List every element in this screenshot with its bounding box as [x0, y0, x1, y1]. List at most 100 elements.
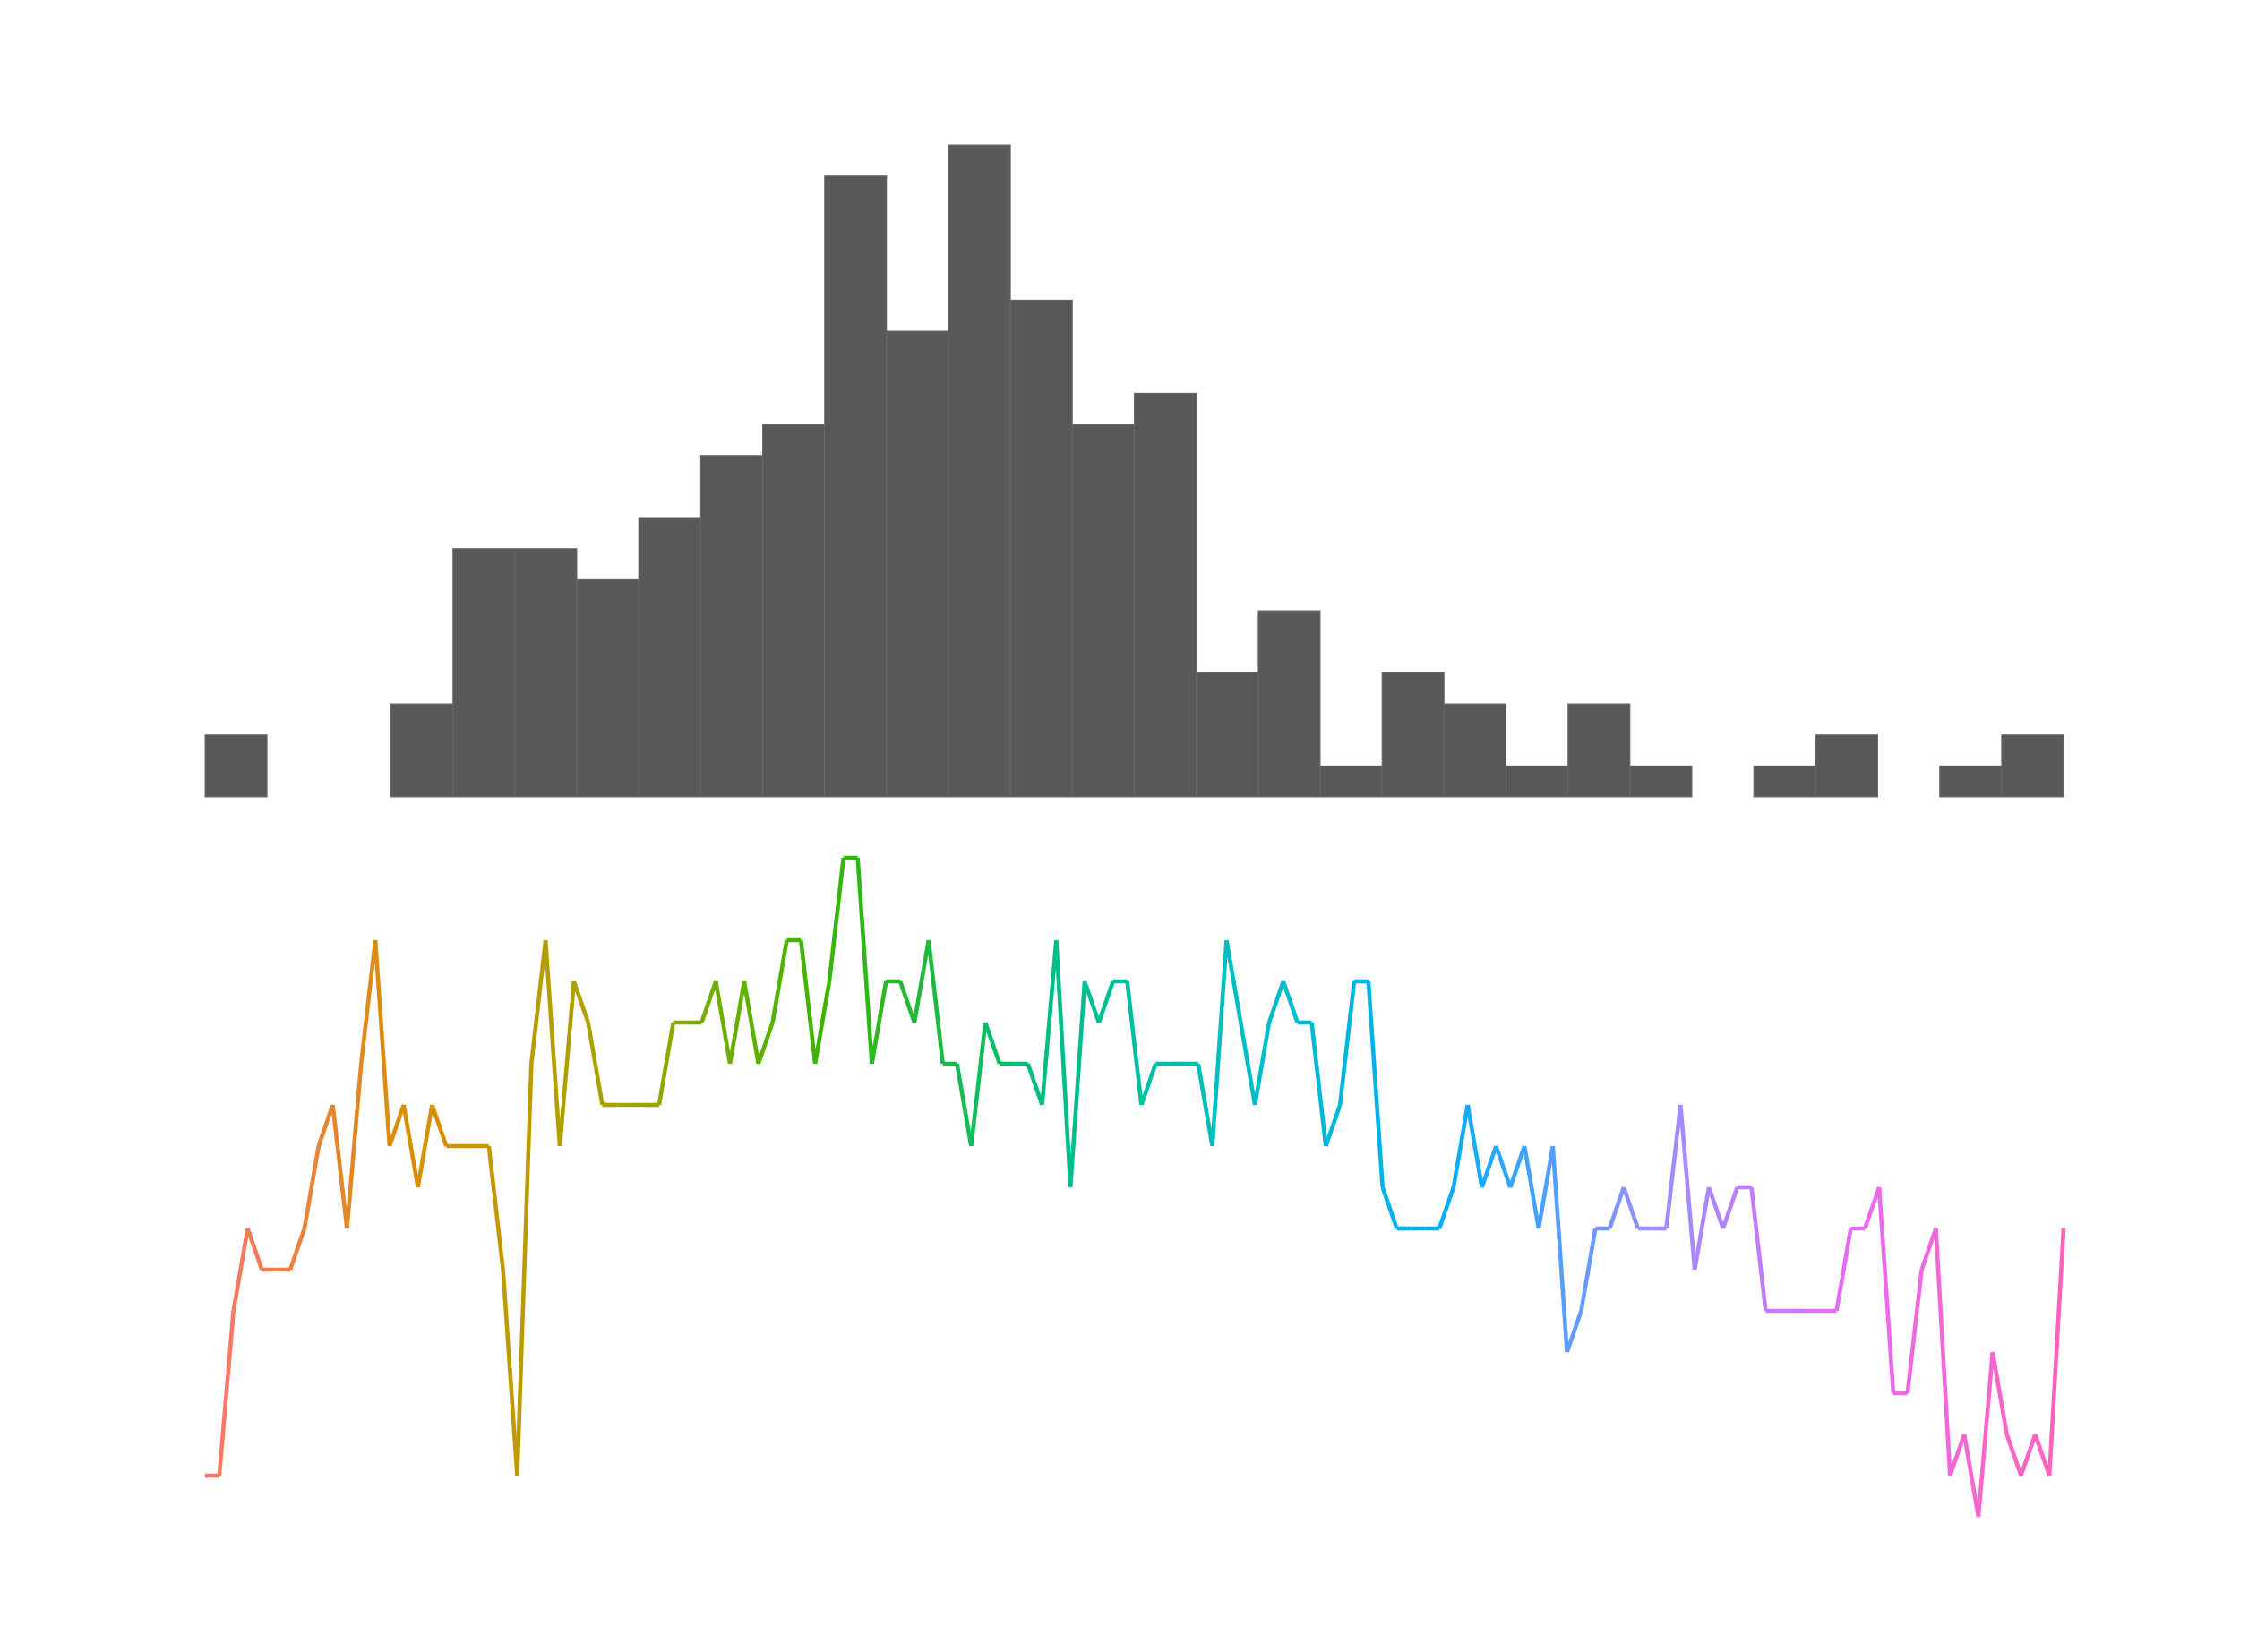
line-segment [2019, 1434, 2038, 1477]
line-segment [287, 1228, 307, 1271]
histogram-bar [2001, 734, 2064, 798]
line-segment [827, 857, 846, 982]
line-segment [1990, 1351, 2009, 1435]
line-segment [983, 1022, 1002, 1065]
line-segment [897, 980, 917, 1023]
histogram-bar [390, 703, 454, 798]
line-segment [373, 939, 392, 1147]
line-segment [1465, 1104, 1484, 1188]
line-segment [657, 1022, 675, 1106]
histogram-bar [1257, 610, 1321, 798]
histogram-bar [886, 330, 949, 798]
line-segment [345, 1063, 364, 1229]
line-segment [870, 980, 888, 1065]
line-segment [1706, 1186, 1726, 1229]
line-segment [699, 980, 718, 1023]
line-segment [529, 939, 548, 1065]
line-segment [1834, 1228, 1853, 1312]
line-segment [955, 1063, 974, 1147]
line-segment [1054, 939, 1073, 1188]
line-segment [969, 1022, 988, 1147]
line-segment [1451, 1104, 1470, 1188]
line-segment [2004, 1434, 2023, 1477]
histogram-bar [1567, 703, 1631, 798]
line-segment [926, 939, 945, 1065]
line-segment [1976, 1351, 1995, 1518]
histogram-bar [1753, 765, 1816, 798]
line-segment [1252, 1022, 1272, 1106]
line-segment [302, 1145, 321, 1229]
line-segment [1096, 980, 1115, 1023]
line-segment [1550, 1145, 1569, 1353]
line-segment [812, 980, 832, 1065]
line-segment [1607, 1186, 1626, 1229]
line-panel [205, 855, 2066, 1518]
line-segment [1139, 1063, 1158, 1106]
histogram-bar [1506, 765, 1569, 798]
histogram-bar [1196, 672, 1259, 798]
line-segment [1026, 1063, 1044, 1106]
line-segment [1919, 1228, 1938, 1271]
histogram-bar [1443, 703, 1506, 798]
line-segment [1366, 980, 1385, 1188]
line-segment [486, 1145, 505, 1271]
line-segment [1948, 1434, 1967, 1477]
line-segment [1437, 1186, 1456, 1229]
line-segment [416, 1104, 434, 1188]
line-segment [358, 939, 378, 1065]
line-segment [1082, 980, 1102, 1023]
line-segment [2033, 1434, 2052, 1477]
line-segment [316, 1104, 335, 1147]
histogram-bar [1939, 765, 2003, 798]
line-segment [798, 939, 818, 1065]
line-segment [1040, 939, 1059, 1106]
histogram-bar [699, 455, 764, 798]
line-segment [1522, 1145, 1541, 1229]
line-segment [543, 939, 562, 1147]
line-segment [387, 1104, 406, 1147]
line-segment [1309, 1022, 1328, 1147]
histogram-bar [204, 734, 268, 798]
line-segment [430, 1104, 449, 1147]
histogram-panel [204, 144, 2064, 798]
line-segment [1678, 1104, 1697, 1271]
line-segment [1266, 980, 1285, 1023]
histogram-bar [1009, 299, 1073, 798]
line-segment [1480, 1145, 1498, 1188]
line-segment [1579, 1228, 1598, 1312]
line-segment [1749, 1186, 1768, 1312]
line-segment [770, 939, 789, 1023]
line-segment [1494, 1145, 1513, 1188]
line-segment [1508, 1145, 1527, 1188]
line-segment [1239, 1022, 1257, 1106]
line-segment [1068, 980, 1087, 1188]
line-segment [330, 1104, 349, 1229]
line-segment [245, 1228, 264, 1271]
line-segment [557, 980, 577, 1147]
histogram-bar [638, 517, 701, 798]
line-segment [1664, 1104, 1683, 1229]
line-segment [401, 1104, 420, 1188]
line-segment [515, 1063, 534, 1477]
line-segment [713, 980, 733, 1065]
line-segment [912, 939, 931, 1023]
line-segment [1565, 1310, 1583, 1353]
histogram-bar [1319, 765, 1383, 798]
histogram-bar [1134, 392, 1197, 798]
line-segment [727, 980, 747, 1065]
line-segment [1536, 1145, 1556, 1229]
line-segment [217, 1310, 236, 1477]
line-segment [1125, 980, 1144, 1106]
line-segment [1692, 1186, 1712, 1271]
line-segment [1196, 1063, 1214, 1147]
line-segment [1876, 1186, 1896, 1394]
line-segment [1863, 1186, 1882, 1229]
histogram-bar [1815, 734, 1878, 798]
line-segment [756, 1022, 775, 1065]
line-segment [1224, 939, 1243, 1023]
histogram-bar [1629, 765, 1693, 798]
histogram-bar [576, 578, 639, 798]
line-segment [1905, 1269, 1924, 1394]
line-segment [1934, 1228, 1952, 1477]
line-segment [1380, 1186, 1399, 1229]
